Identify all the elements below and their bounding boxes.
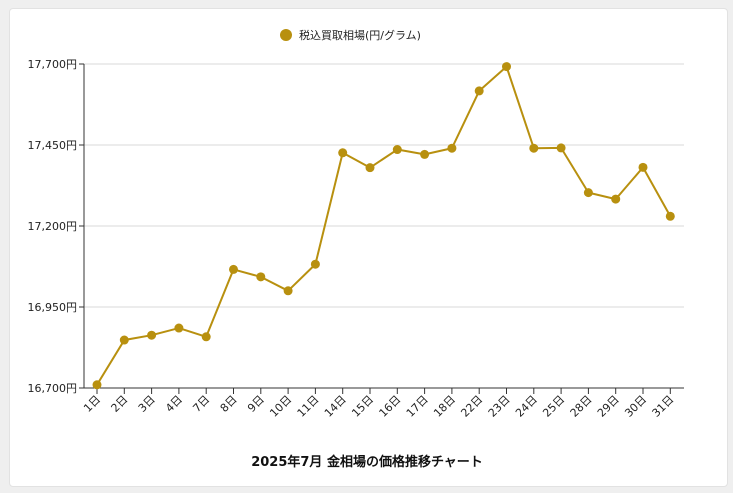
x-tick-label: 18日 xyxy=(431,393,458,420)
data-point[interactable] xyxy=(92,380,102,390)
x-tick-label: 2日 xyxy=(109,393,131,415)
data-point[interactable] xyxy=(583,188,593,198)
x-tick-label: 4日 xyxy=(163,393,185,415)
x-tick-label: 17日 xyxy=(404,393,431,420)
data-point[interactable] xyxy=(119,335,129,345)
y-tick-labels: 16,700円 16,950円 17,200円 17,450円 17,700円 xyxy=(28,58,78,395)
x-tick-label: 3日 xyxy=(136,393,158,415)
x-tick-label: 1日 xyxy=(81,393,103,415)
x-tick-label: 11日 xyxy=(295,393,322,420)
legend-marker xyxy=(280,29,292,41)
x-tick-label: 31日 xyxy=(650,393,677,420)
x-tick-label: 16日 xyxy=(377,393,404,420)
data-point[interactable] xyxy=(392,145,402,155)
y-tick-label: 16,950円 xyxy=(28,301,78,314)
series-line xyxy=(96,65,672,386)
data-point[interactable] xyxy=(310,259,320,269)
data-point[interactable] xyxy=(502,62,511,72)
data-point[interactable] xyxy=(665,211,675,221)
series-polyline xyxy=(96,65,672,386)
x-tick-label: 28日 xyxy=(568,393,595,420)
data-point[interactable] xyxy=(556,143,566,153)
axes xyxy=(83,64,684,389)
data-point[interactable] xyxy=(611,194,621,204)
legend-label: 税込買取相場(円/グラム) xyxy=(299,28,421,42)
data-point[interactable] xyxy=(256,272,266,282)
x-tick-label: 25日 xyxy=(540,393,567,420)
chart-title: 2025年7月 金相場の価格推移チャート xyxy=(251,454,483,470)
x-tick-labels: 1日 2日 3日 4日 7日 8日 9日 10日 11日 14日 15日 16日 17日 18日 22日 23… xyxy=(81,388,676,420)
data-point[interactable] xyxy=(474,86,484,96)
x-tick-label: 22日 xyxy=(458,393,485,420)
data-point[interactable] xyxy=(338,148,348,158)
data-points xyxy=(92,62,675,390)
x-tick-label: 29日 xyxy=(595,393,622,420)
x-tick-label: 9日 xyxy=(245,393,267,415)
y-tick-label: 17,200円 xyxy=(28,220,78,233)
x-tick-label: 30日 xyxy=(622,393,649,420)
x-tick-label: 7日 xyxy=(190,393,212,415)
y-tick-label: 17,450円 xyxy=(28,139,78,152)
y-tick-label: 17,700円 xyxy=(28,58,78,71)
x-tick-label: 8日 xyxy=(218,393,240,415)
data-point[interactable] xyxy=(638,162,648,172)
chart-card xyxy=(9,8,728,487)
data-point[interactable] xyxy=(529,143,539,153)
data-point[interactable] xyxy=(365,163,375,173)
grid-lines xyxy=(79,63,684,389)
data-point[interactable] xyxy=(283,286,293,296)
y-tick-label: 16,700円 xyxy=(28,382,78,395)
legend: 税込買取相場(円/グラム) xyxy=(280,28,421,42)
data-point[interactable] xyxy=(229,264,238,274)
x-tick-label: 10日 xyxy=(267,393,294,420)
x-tick-label: 14日 xyxy=(322,393,349,420)
data-point[interactable] xyxy=(201,332,211,342)
data-point[interactable] xyxy=(447,143,457,153)
data-point[interactable] xyxy=(174,323,184,333)
x-tick-label: 24日 xyxy=(513,393,540,420)
data-point[interactable] xyxy=(420,149,430,159)
x-tick-label: 15日 xyxy=(349,393,376,420)
data-point[interactable] xyxy=(147,330,157,340)
x-tick-label: 23日 xyxy=(486,393,513,420)
